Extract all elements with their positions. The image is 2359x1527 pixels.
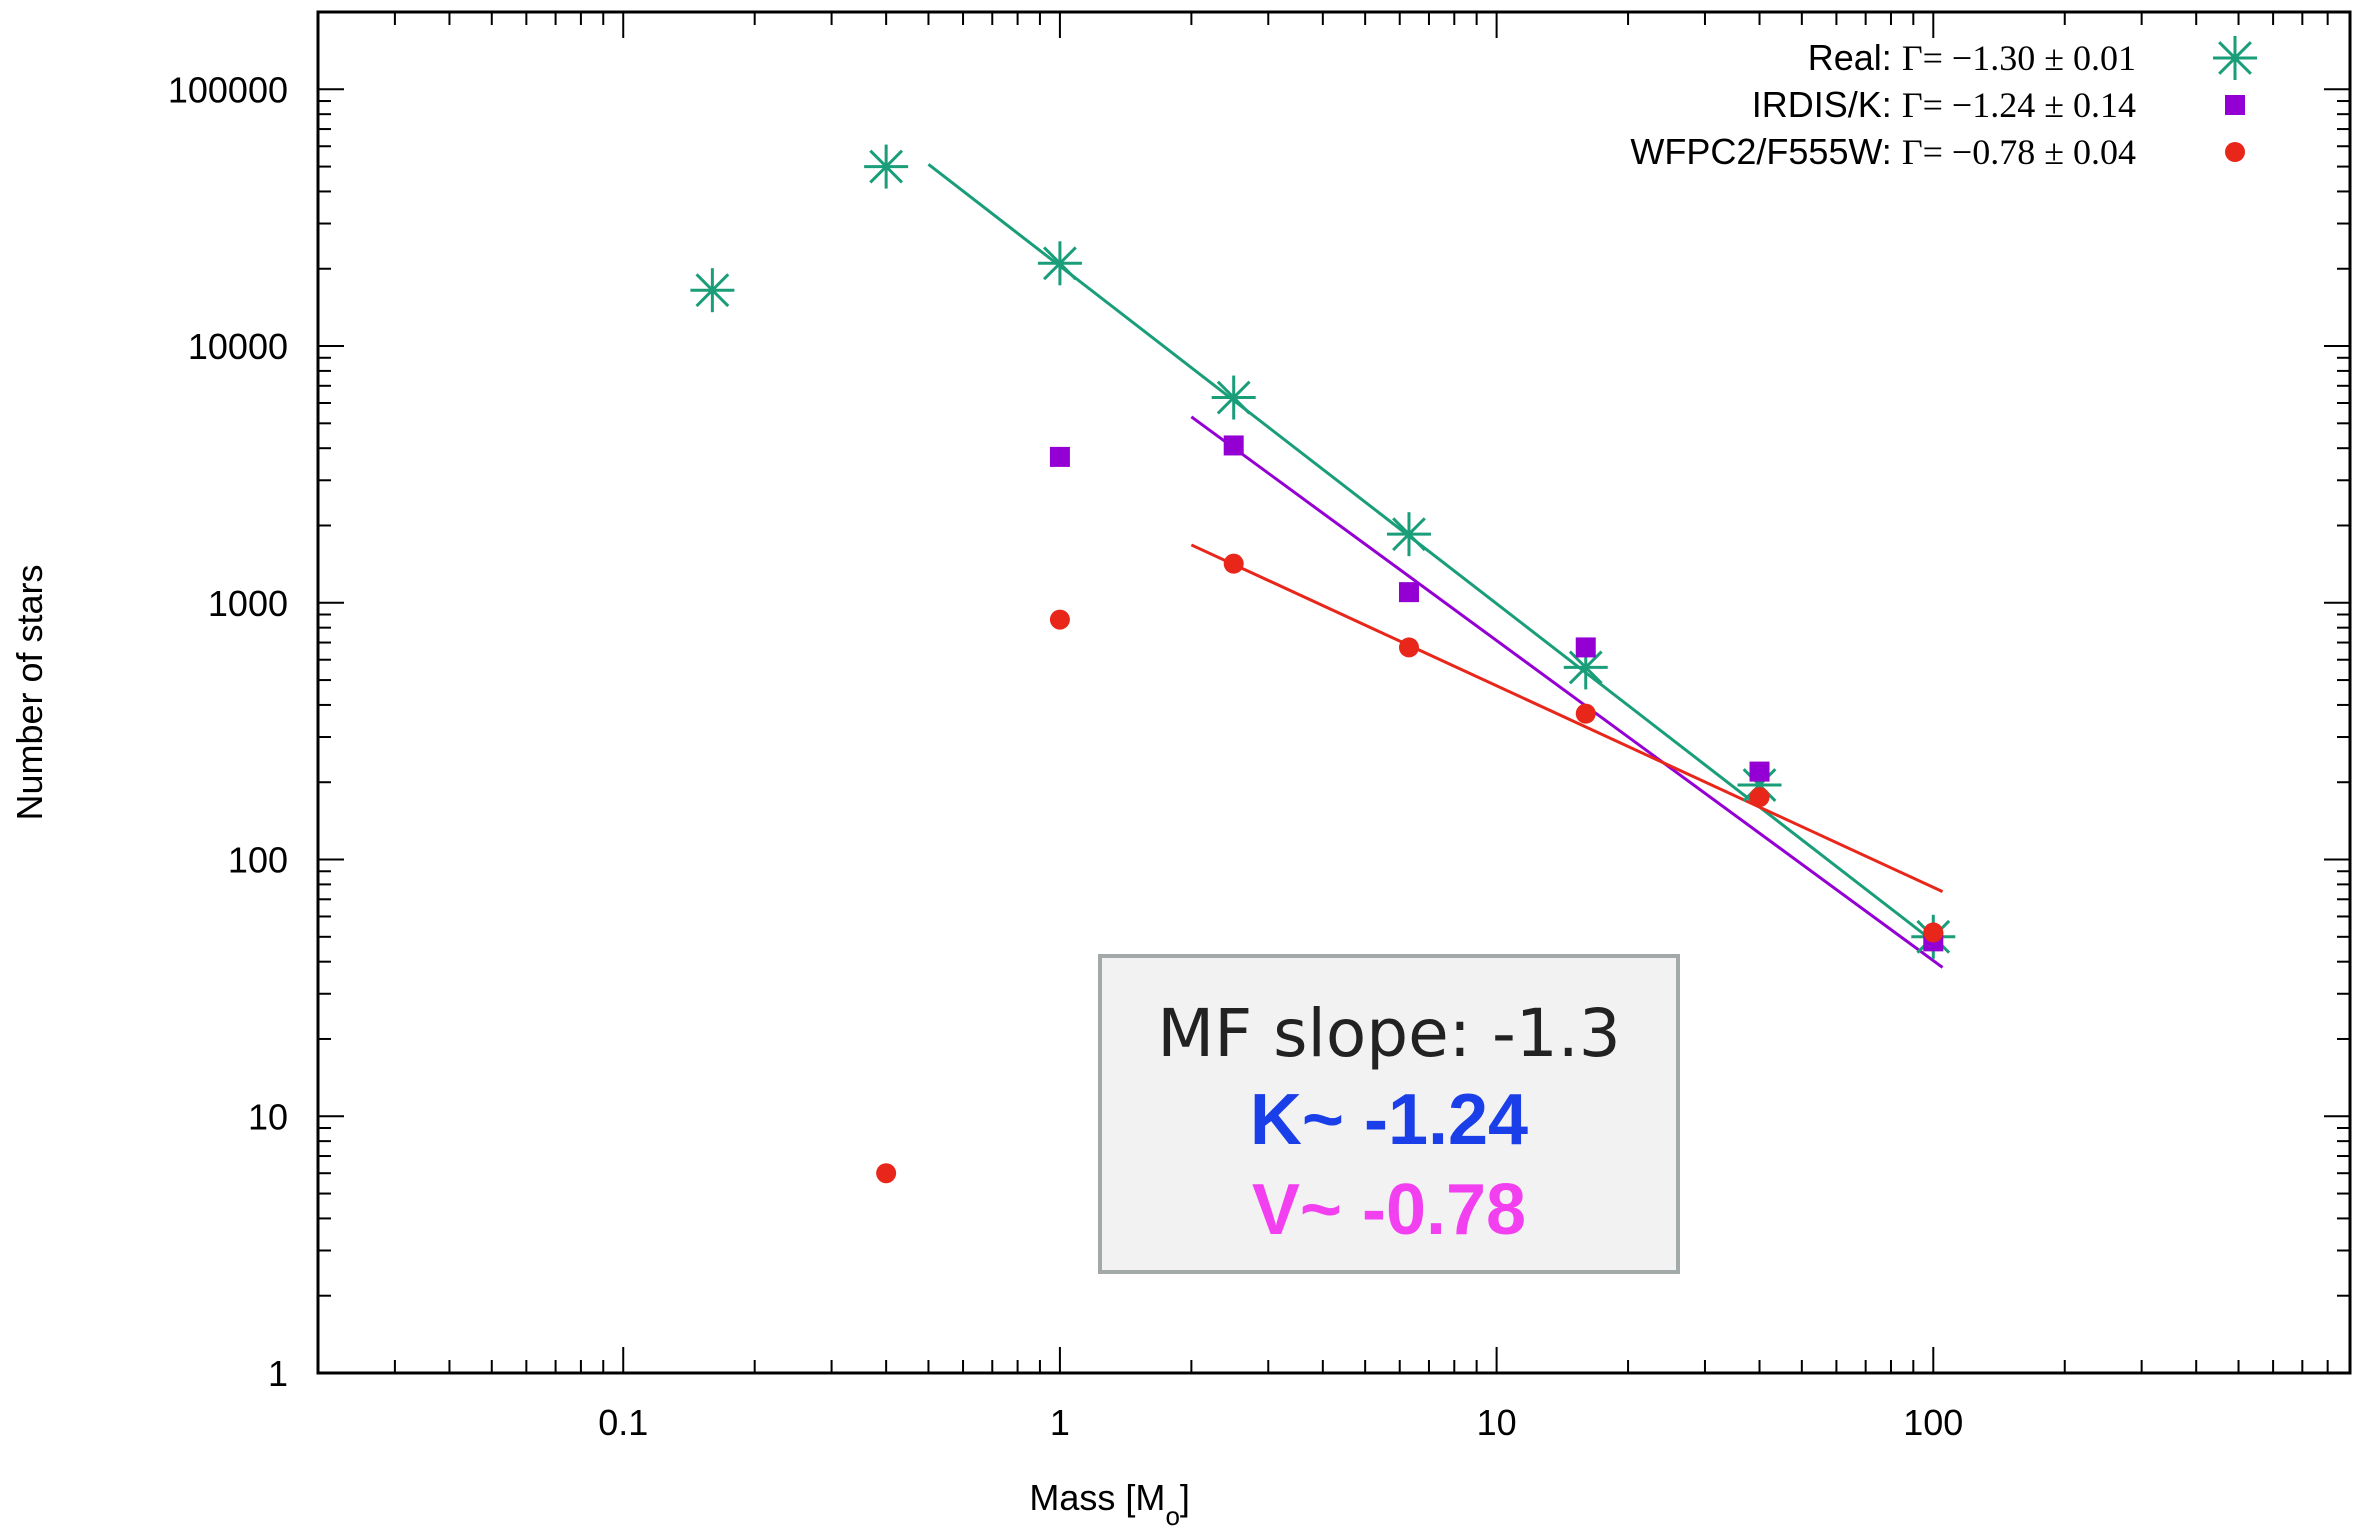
data-point-asterisk (690, 268, 735, 313)
data-point-circle (1749, 787, 1770, 808)
legend-marker-circle (2225, 142, 2245, 162)
legend-entry-label: Real: Γ= −1.30 ± 0.01 (1808, 37, 2136, 78)
annotation-k-slope: K~ -1.24 (1250, 1080, 1528, 1160)
data-point-square (1049, 446, 1070, 467)
data-point-asterisk (1037, 241, 1082, 286)
data-points (690, 144, 1956, 1184)
x-axis-title-close: ] (1180, 1477, 1190, 1518)
data-point-square (1223, 435, 1244, 456)
annotation-box-frame (1098, 954, 1680, 1274)
legend-marker-square (2225, 95, 2245, 115)
data-point-circle (1049, 609, 1070, 630)
x-axis-title-main: Mass [M (1029, 1477, 1165, 1518)
data-point-circle (1223, 553, 1244, 574)
x-axis-title: Mass [Mo] (1029, 1477, 1190, 1527)
annotation-v-slope: V~ -0.78 (1252, 1170, 1526, 1250)
x-tick-label: 100 (1903, 1402, 1963, 1443)
axes-layer: 0.1 1 10 100 1 10 100 1000 10000 100000 (168, 11, 2351, 1443)
fit-line (1190, 415, 1944, 969)
data-point-circle (1575, 703, 1596, 724)
data-point-circle (1398, 637, 1419, 658)
y-tick-label: 100 (228, 840, 288, 881)
legend-entry-formula: Γ= −0.78 ± 0.04 (1902, 132, 2136, 172)
y-tick-label: 1000 (208, 583, 288, 624)
data-point-asterisk (1386, 512, 1431, 557)
y-tick-label: 10000 (188, 326, 288, 367)
data-point-square (1398, 582, 1419, 603)
data-point-circle (1923, 922, 1944, 943)
data-point-circle (876, 1163, 897, 1184)
data-point-square (1575, 637, 1596, 658)
data-point-square (1749, 761, 1770, 782)
legend-entry-formula: Γ= −1.30 ± 0.01 (1902, 38, 2136, 78)
annotation-mf-slope: MF slope: -1.3 (1157, 995, 1620, 1072)
data-point-asterisk (864, 144, 909, 189)
fit-line (1190, 543, 1944, 893)
legend-entry-label: WFPC2/F555W: Γ= −0.78 ± 0.04 (1630, 131, 2136, 172)
legend-entry-formula: Γ= −1.24 ± 0.14 (1902, 85, 2136, 125)
y-tick-label: 100000 (168, 69, 288, 110)
x-axis-title-subscript: o (1165, 1501, 1179, 1527)
plot-frame (316, 10, 2352, 1375)
fit-line (927, 163, 1944, 950)
annotation-box: MF slope: -1.3 K~ -1.24 V~ -0.78 (1098, 954, 1680, 1274)
y-tick-label: 10 (248, 1096, 288, 1137)
x-tick-label: 0.1 (598, 1402, 648, 1443)
fit-lines (927, 163, 1944, 969)
x-tick-label: 10 (1477, 1402, 1517, 1443)
y-tick-label: 1 (268, 1353, 288, 1394)
legend-entry-name: IRDIS/K: (1752, 84, 1902, 125)
data-point-asterisk (1211, 375, 1256, 420)
y-axis-title: Number of stars (9, 564, 50, 820)
x-tick-label: 1 (1050, 1402, 1070, 1443)
legend-entry-name: Real: (1808, 37, 1902, 78)
legend-entry-label: IRDIS/K: Γ= −1.24 ± 0.14 (1752, 84, 2136, 125)
legend-marker-asterisk (2213, 36, 2257, 80)
legend-entry-name: WFPC2/F555W: (1630, 131, 1901, 172)
